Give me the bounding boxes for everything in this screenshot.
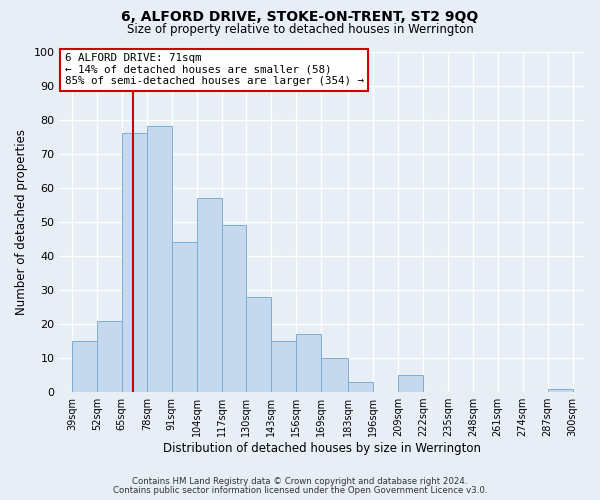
Bar [197,198,221,392]
Bar [122,133,146,392]
Text: Contains public sector information licensed under the Open Government Licence v3: Contains public sector information licen… [113,486,487,495]
Bar [271,341,296,392]
Bar [172,242,197,392]
Bar [548,388,572,392]
Bar [146,126,172,392]
Bar [348,382,373,392]
Bar [321,358,348,392]
X-axis label: Distribution of detached houses by size in Werrington: Distribution of detached houses by size … [163,442,481,455]
Text: 6 ALFORD DRIVE: 71sqm
← 14% of detached houses are smaller (58)
85% of semi-deta: 6 ALFORD DRIVE: 71sqm ← 14% of detached … [65,53,364,86]
Text: Contains HM Land Registry data © Crown copyright and database right 2024.: Contains HM Land Registry data © Crown c… [132,477,468,486]
Bar [398,375,423,392]
Bar [221,225,247,392]
Bar [97,320,122,392]
Text: 6, ALFORD DRIVE, STOKE-ON-TRENT, ST2 9QQ: 6, ALFORD DRIVE, STOKE-ON-TRENT, ST2 9QQ [121,10,479,24]
Text: Size of property relative to detached houses in Werrington: Size of property relative to detached ho… [127,22,473,36]
Y-axis label: Number of detached properties: Number of detached properties [15,129,28,315]
Bar [72,341,97,392]
Bar [247,296,271,392]
Bar [296,334,321,392]
